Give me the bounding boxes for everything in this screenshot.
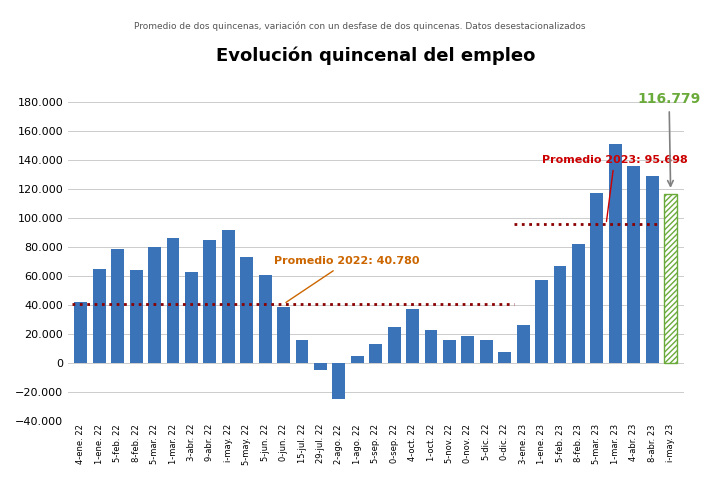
Bar xyxy=(554,266,567,363)
Bar xyxy=(333,363,346,399)
Bar xyxy=(277,307,290,363)
Bar xyxy=(166,239,179,363)
Title: Evolución quincenal del empleo: Evolución quincenal del empleo xyxy=(216,46,536,65)
Bar xyxy=(646,176,659,363)
Bar xyxy=(425,330,438,363)
Bar xyxy=(130,270,143,363)
Bar xyxy=(314,363,327,371)
Bar xyxy=(590,193,603,363)
Bar xyxy=(222,229,235,363)
Bar xyxy=(296,340,308,363)
Bar xyxy=(627,166,640,363)
Text: Promedio 2023: 95.698: Promedio 2023: 95.698 xyxy=(541,155,688,221)
Bar xyxy=(462,336,474,363)
Bar xyxy=(112,249,124,363)
Bar xyxy=(480,340,492,363)
Bar xyxy=(204,240,216,363)
Bar xyxy=(535,280,548,363)
Bar xyxy=(443,340,456,363)
Bar xyxy=(406,310,419,363)
Text: Promedio 2022: 40.780: Promedio 2022: 40.780 xyxy=(274,256,420,302)
Text: Promedio de dos quincenas, variación con un desfase de dos quincenas. Datos dese: Promedio de dos quincenas, variación con… xyxy=(134,22,586,31)
Bar xyxy=(498,351,511,363)
Bar xyxy=(185,272,198,363)
Bar xyxy=(74,302,87,363)
Bar xyxy=(664,193,677,363)
Bar xyxy=(517,325,530,363)
Bar xyxy=(572,244,585,363)
Bar xyxy=(388,327,400,363)
Bar xyxy=(148,247,161,363)
Bar xyxy=(93,269,106,363)
Bar xyxy=(258,275,271,363)
Text: 116.779: 116.779 xyxy=(637,92,701,186)
Bar xyxy=(351,356,364,363)
Bar xyxy=(369,344,382,363)
Bar xyxy=(240,257,253,363)
Bar xyxy=(609,144,622,363)
